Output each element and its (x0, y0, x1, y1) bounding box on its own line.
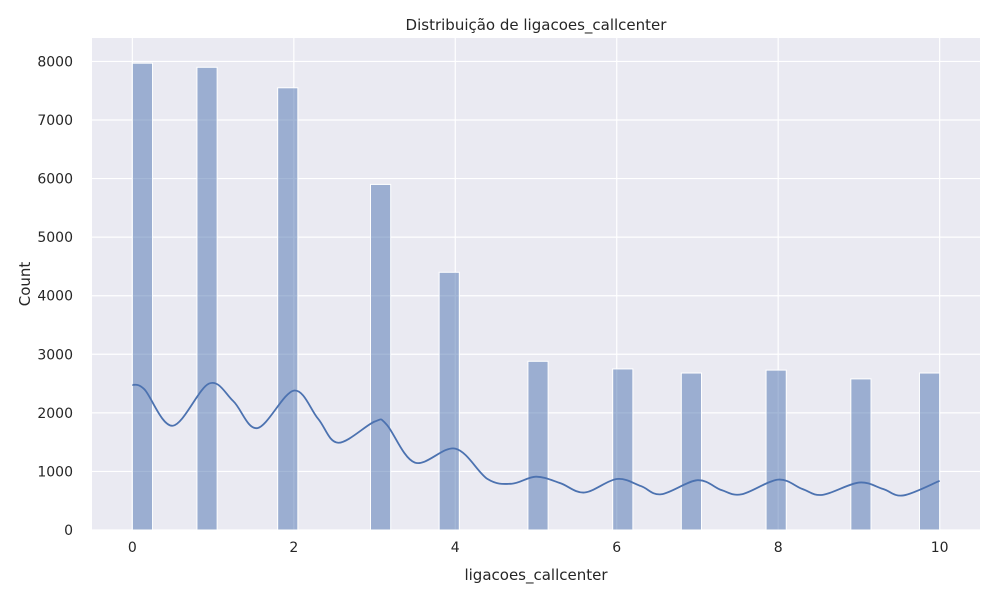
y-tick-label: 2000 (37, 406, 73, 422)
y-axis-label: Count (16, 262, 34, 307)
histogram-bar (196, 66, 218, 531)
x-tick-label: 10 (931, 540, 949, 556)
x-tick-label: 0 (128, 540, 137, 556)
y-tick-label: 0 (64, 523, 73, 539)
histogram-bar (131, 62, 154, 531)
chart-title: Distribuição de ligacoes_callcenter (406, 16, 668, 35)
x-tick-label: 4 (451, 540, 460, 556)
y-tick-label: 5000 (37, 230, 73, 246)
y-tick-labels: 0 1000 2000 3000 4000 5000 6000 7000 8000 (37, 54, 73, 539)
y-tick-label: 4000 (37, 289, 73, 305)
x-tick-labels: 0 2 4 6 8 10 (128, 540, 949, 556)
grid-lines (92, 38, 980, 531)
y-tick-label: 1000 (37, 464, 73, 480)
histogram-bar (612, 368, 634, 531)
x-tick-label: 8 (774, 540, 783, 556)
kde-line (132, 381, 940, 497)
y-tick-label: 7000 (37, 113, 73, 129)
histogram-bar (765, 369, 787, 531)
histogram-bar (438, 271, 460, 531)
x-tick-label: 6 (612, 540, 621, 556)
histogram-bar (918, 372, 941, 531)
histogram-bar (527, 360, 549, 531)
y-tick-label: 6000 (37, 172, 73, 188)
histogram-bar (850, 378, 872, 531)
x-axis-label: ligacoes_callcenter (464, 566, 608, 585)
histogram-bars (131, 62, 941, 531)
y-tick-label: 8000 (37, 54, 73, 70)
histogram-bar (370, 183, 392, 531)
x-tick-label: 2 (289, 540, 298, 556)
y-tick-label: 3000 (37, 347, 73, 363)
histogram-bar (680, 372, 702, 531)
histogram-bar (277, 87, 299, 531)
